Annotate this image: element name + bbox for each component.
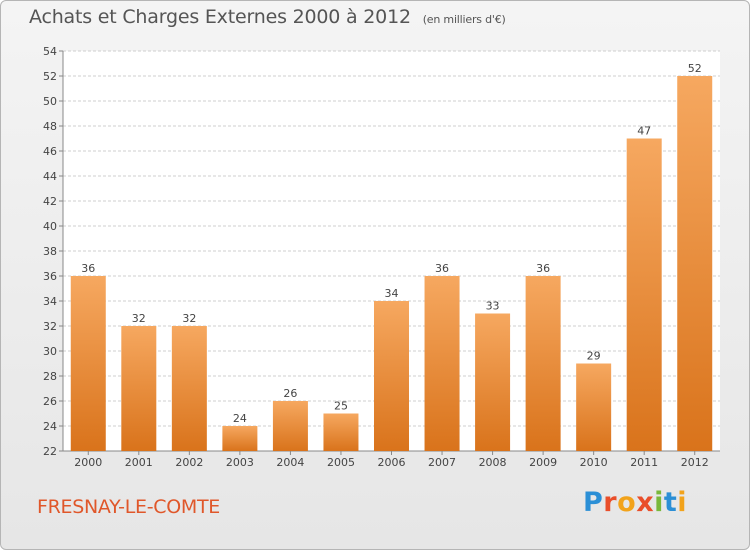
data-label: 32 [132, 312, 146, 325]
x-tick-label: 2000 [74, 456, 102, 469]
x-tick-label: 2011 [630, 456, 658, 469]
bar [525, 276, 561, 451]
x-tick-label: 2004 [276, 456, 304, 469]
data-label: 36 [536, 262, 550, 275]
data-label: 25 [334, 400, 348, 413]
y-tick-label: 50 [43, 95, 57, 108]
y-tick-label: 52 [43, 70, 57, 83]
y-tick-label: 46 [43, 145, 57, 158]
logo-letter: t [663, 487, 678, 518]
x-tick-label: 2002 [175, 456, 203, 469]
logo-letter: i [654, 487, 664, 518]
bar [677, 76, 713, 451]
y-tick-label: 44 [43, 170, 57, 183]
y-tick-label: 38 [43, 245, 57, 258]
bar [374, 301, 409, 451]
x-tick-label: 2001 [125, 456, 153, 469]
data-label: 36 [435, 262, 449, 275]
chart-title: Achats et Charges Externes 2000 à 2012 (… [29, 6, 506, 28]
data-label: 34 [385, 287, 399, 300]
y-tick-label: 32 [43, 320, 57, 333]
bar [323, 413, 359, 451]
bar [222, 426, 258, 451]
x-tick-label: 2003 [226, 456, 254, 469]
data-label: 33 [486, 300, 500, 313]
data-label: 24 [233, 412, 247, 425]
chart-title-text: Achats et Charges Externes 2000 à 2012 [29, 6, 411, 28]
y-tick-label: 30 [43, 345, 57, 358]
logo-letter: P [583, 487, 604, 518]
logo-letter: x [636, 487, 655, 518]
x-tick-label: 2012 [681, 456, 709, 469]
y-tick-label: 28 [43, 370, 57, 383]
data-label: 47 [637, 125, 651, 138]
x-tick-label: 2008 [479, 456, 507, 469]
x-tick-label: 2009 [529, 456, 557, 469]
bar [424, 276, 460, 451]
data-label: 29 [587, 350, 601, 363]
bar [70, 276, 106, 451]
x-tick-label: 2007 [428, 456, 456, 469]
bar [576, 363, 612, 451]
x-tick-label: 2006 [378, 456, 406, 469]
x-tick-label: 2005 [327, 456, 355, 469]
data-label: 26 [283, 387, 297, 400]
y-tick-label: 36 [43, 270, 57, 283]
data-label: 52 [688, 62, 702, 75]
bar [121, 326, 157, 451]
bar [272, 401, 308, 451]
y-tick-label: 40 [43, 220, 57, 233]
x-tick-label: 2010 [580, 456, 608, 469]
proxiti-logo: Proxiti [583, 487, 687, 518]
y-tick-label: 22 [43, 445, 57, 458]
bar [475, 313, 511, 451]
data-label: 36 [81, 262, 95, 275]
bar [626, 138, 662, 451]
y-tick-label: 54 [43, 45, 57, 58]
data-label: 32 [182, 312, 196, 325]
y-tick-label: 24 [43, 420, 57, 433]
bar [171, 326, 207, 451]
logo-letter: r [603, 487, 618, 518]
logo-letter: o [617, 487, 637, 518]
y-tick-label: 42 [43, 195, 57, 208]
y-tick-label: 48 [43, 120, 57, 133]
y-tick-label: 26 [43, 395, 57, 408]
logo-letter: i [677, 487, 688, 518]
y-tick-label: 34 [43, 295, 57, 308]
commune-name: FRESNAY-LE-COMTE [37, 496, 221, 518]
chart-subtitle: (en milliers d'€) [422, 13, 506, 26]
